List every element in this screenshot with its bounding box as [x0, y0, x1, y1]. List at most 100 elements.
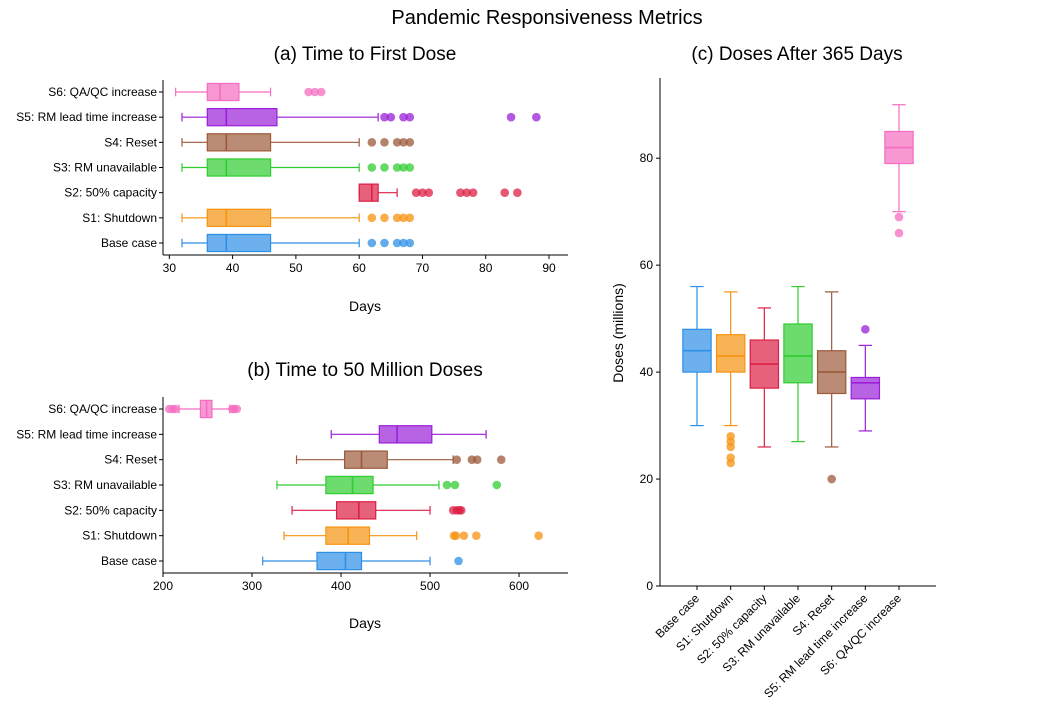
panel-b-x-tick-label: 300 — [242, 579, 262, 593]
panel-a-outlier-s1-shutdown — [380, 213, 389, 223]
panel-a-outlier-base-case — [399, 238, 408, 248]
panel-b-box-s4-reset — [343, 450, 388, 469]
panel-b-title: (b) Time to 50 Million Doses — [247, 360, 482, 381]
panel-c-y-tick-label: 60 — [640, 258, 654, 272]
panel-a-box-s6-qa-qc-increase — [206, 82, 240, 102]
panel-b-outlier-s3-rm-unavailable — [492, 480, 502, 490]
panel-a-category-label-s5-rm-lead-time-increase: S5: RM lead time increase — [16, 110, 157, 124]
panel-b-outlier-s3-rm-unavailable — [450, 480, 460, 490]
panel-a-outlier-s2-50-capacity — [456, 188, 465, 197]
panel-a-outlier-s2-50-capacity — [468, 188, 478, 197]
panel-c-ylabel: Doses (millions) — [610, 283, 626, 383]
panel-a-x-tick-label: 50 — [289, 261, 303, 275]
panel-b-category-label-s2-50-capacity: S2: 50% capacity — [64, 503, 157, 517]
panel-a-outlier-s4-reset — [405, 138, 415, 147]
panel-a-outlier-s4-reset — [367, 138, 377, 147]
panel-c-title: (c) Doses After 365 Days — [691, 44, 902, 65]
panel-a-category-label-s1-shutdown: S1: Shutdown — [82, 211, 157, 225]
panel-a-outlier-s3-rm-unavailable — [399, 163, 408, 172]
panel-a-outlier-base-case — [367, 238, 377, 248]
panel-a-outlier-s1-shutdown — [392, 213, 402, 223]
panel-a-category-label-base-case: Base case — [101, 236, 157, 250]
panel-a-outlier-s5-rm-lead-time-increase — [386, 112, 396, 122]
figure-title: Pandemic Responsiveness Metrics — [391, 7, 702, 29]
panel-a-outlier-s3-rm-unavailable — [380, 163, 389, 172]
panel-b-outlier-s1-shutdown — [534, 531, 543, 540]
panel-a-category-label-s2-50-capacity: S2: 50% capacity — [64, 186, 157, 200]
panel-b-category-label-s6-qa-qc-increase: S6: QA/QC increase — [48, 402, 157, 416]
panel-b-x-tick-label: 500 — [420, 579, 440, 593]
panel-c-box-s5-rm-lead-time-increase — [850, 376, 881, 400]
panel-a-box-s4-reset — [206, 133, 272, 152]
panel-b-category-label-s1-shutdown: S1: Shutdown — [82, 529, 157, 543]
panel-b-outlier-s4-reset — [452, 455, 462, 464]
panel-a-outlier-s2-50-capacity — [418, 188, 427, 197]
panel-a-category-label-s3-rm-unavailable: S3: RM unavailable — [53, 161, 157, 175]
panel-b-x-tick-label: 200 — [153, 579, 173, 593]
panel-c-y-tick-label: 80 — [640, 151, 654, 165]
panel-a-x-tick-label: 30 — [163, 261, 177, 275]
panel-c-outlier-s1-shutdown — [726, 453, 735, 462]
panel-b-box-base-case — [316, 551, 363, 571]
panel-a-outlier-s4-reset — [392, 138, 402, 147]
panel-c-box-s3-rm-unavailable — [783, 323, 813, 384]
panel-a-outlier-base-case — [392, 238, 402, 248]
panel-b-outlier-s4-reset — [472, 455, 482, 464]
panel-a-outlier-s1-shutdown — [405, 213, 415, 223]
panel-a-outlier-s2-50-capacity — [500, 188, 510, 197]
panel-a-box-s2-50-capacity — [358, 183, 379, 202]
panel-b-outlier-base-case — [454, 556, 463, 566]
panel-c-outlier-s6-qa-qc-increase — [894, 228, 904, 238]
panel-c-box-s1-shutdown — [715, 334, 746, 373]
panel-c-y-tick-label: 40 — [640, 365, 654, 379]
panel-a-outlier-s2-50-capacity — [513, 188, 522, 197]
panel-a-outlier-s5-rm-lead-time-increase — [506, 112, 516, 122]
panel-a-outlier-s5-rm-lead-time-increase — [399, 112, 408, 122]
panel-a-outlier-s2-50-capacity — [411, 188, 421, 197]
panel-a-x-tick-label: 40 — [226, 261, 240, 275]
panel-c-outlier-s4-reset — [827, 474, 836, 484]
panel-a-outlier-s5-rm-lead-time-increase — [380, 112, 389, 122]
panel-a-outlier-s1-shutdown — [399, 213, 408, 223]
panel-b-box-s3-rm-unavailable — [325, 475, 374, 495]
panel-b-outlier-s2-50-capacity — [456, 506, 466, 515]
panel-a-box-s1-shutdown — [206, 208, 272, 227]
panel-a-box-s3-rm-unavailable — [206, 158, 272, 177]
panel-c-outlier-s1-shutdown — [726, 431, 735, 441]
panel-b-category-label-base-case: Base case — [101, 554, 157, 568]
panel-a-x-tick-label: 80 — [479, 261, 493, 275]
panel-b-category-label-s5-rm-lead-time-increase: S5: RM lead time increase — [16, 427, 157, 441]
panel-c-outlier-s6-qa-qc-increase — [894, 212, 904, 222]
panel-a-category-label-s4-reset: S4: Reset — [104, 135, 157, 149]
panel-a-box-base-case — [206, 233, 272, 253]
panel-a-outlier-s1-shutdown — [367, 213, 377, 223]
panel-a-box-s5-rm-lead-time-increase — [206, 108, 278, 127]
panel-a-outlier-s5-rm-lead-time-increase — [405, 112, 415, 122]
panel-b-xlabel: Days — [349, 615, 381, 631]
panel-a-outlier-s5-rm-lead-time-increase — [532, 112, 541, 122]
panel-b-time-to-50m-doses: (b) Time to 50 Million Doses Days 200 300… — [16, 360, 568, 631]
panel-a-outlier-s6-qa-qc-increase — [304, 87, 313, 97]
panel-b-outlier-s3-rm-unavailable — [442, 480, 452, 490]
panel-a-outlier-s3-rm-unavailable — [392, 163, 402, 172]
panel-b-x-tick-label: 400 — [331, 579, 351, 593]
panel-a-outlier-s6-qa-qc-increase — [316, 87, 326, 97]
panel-b-outlier-s1-shutdown — [451, 531, 461, 540]
panel-a-outlier-s4-reset — [380, 138, 389, 147]
panel-a-outlier-s4-reset — [399, 138, 408, 147]
panel-b-outlier-s6-qa-qc-increase — [232, 404, 242, 414]
panel-a-outlier-base-case — [405, 238, 415, 248]
panel-a-outlier-s2-50-capacity — [424, 188, 434, 197]
panel-b-outlier-s4-reset — [496, 455, 506, 464]
panel-a-outlier-s2-50-capacity — [462, 188, 472, 197]
panel-b-box-s2-50-capacity — [335, 501, 377, 520]
panel-a-category-label-s6-qa-qc-increase: S6: QA/QC increase — [48, 85, 157, 99]
panel-a-xlabel: Days — [349, 298, 381, 314]
panel-b-x-tick-label: 600 — [509, 579, 529, 593]
panel-a-outlier-s3-rm-unavailable — [367, 163, 377, 172]
panel-a-x-tick-label: 60 — [352, 261, 366, 275]
panel-c-y-tick-label: 0 — [646, 579, 653, 593]
panel-c-doses-after-365-days: (c) Doses After 365 Days Doses (millions… — [610, 44, 936, 701]
panel-b-outlier-s1-shutdown — [459, 531, 469, 540]
panel-a-x-tick-label: 70 — [416, 261, 430, 275]
